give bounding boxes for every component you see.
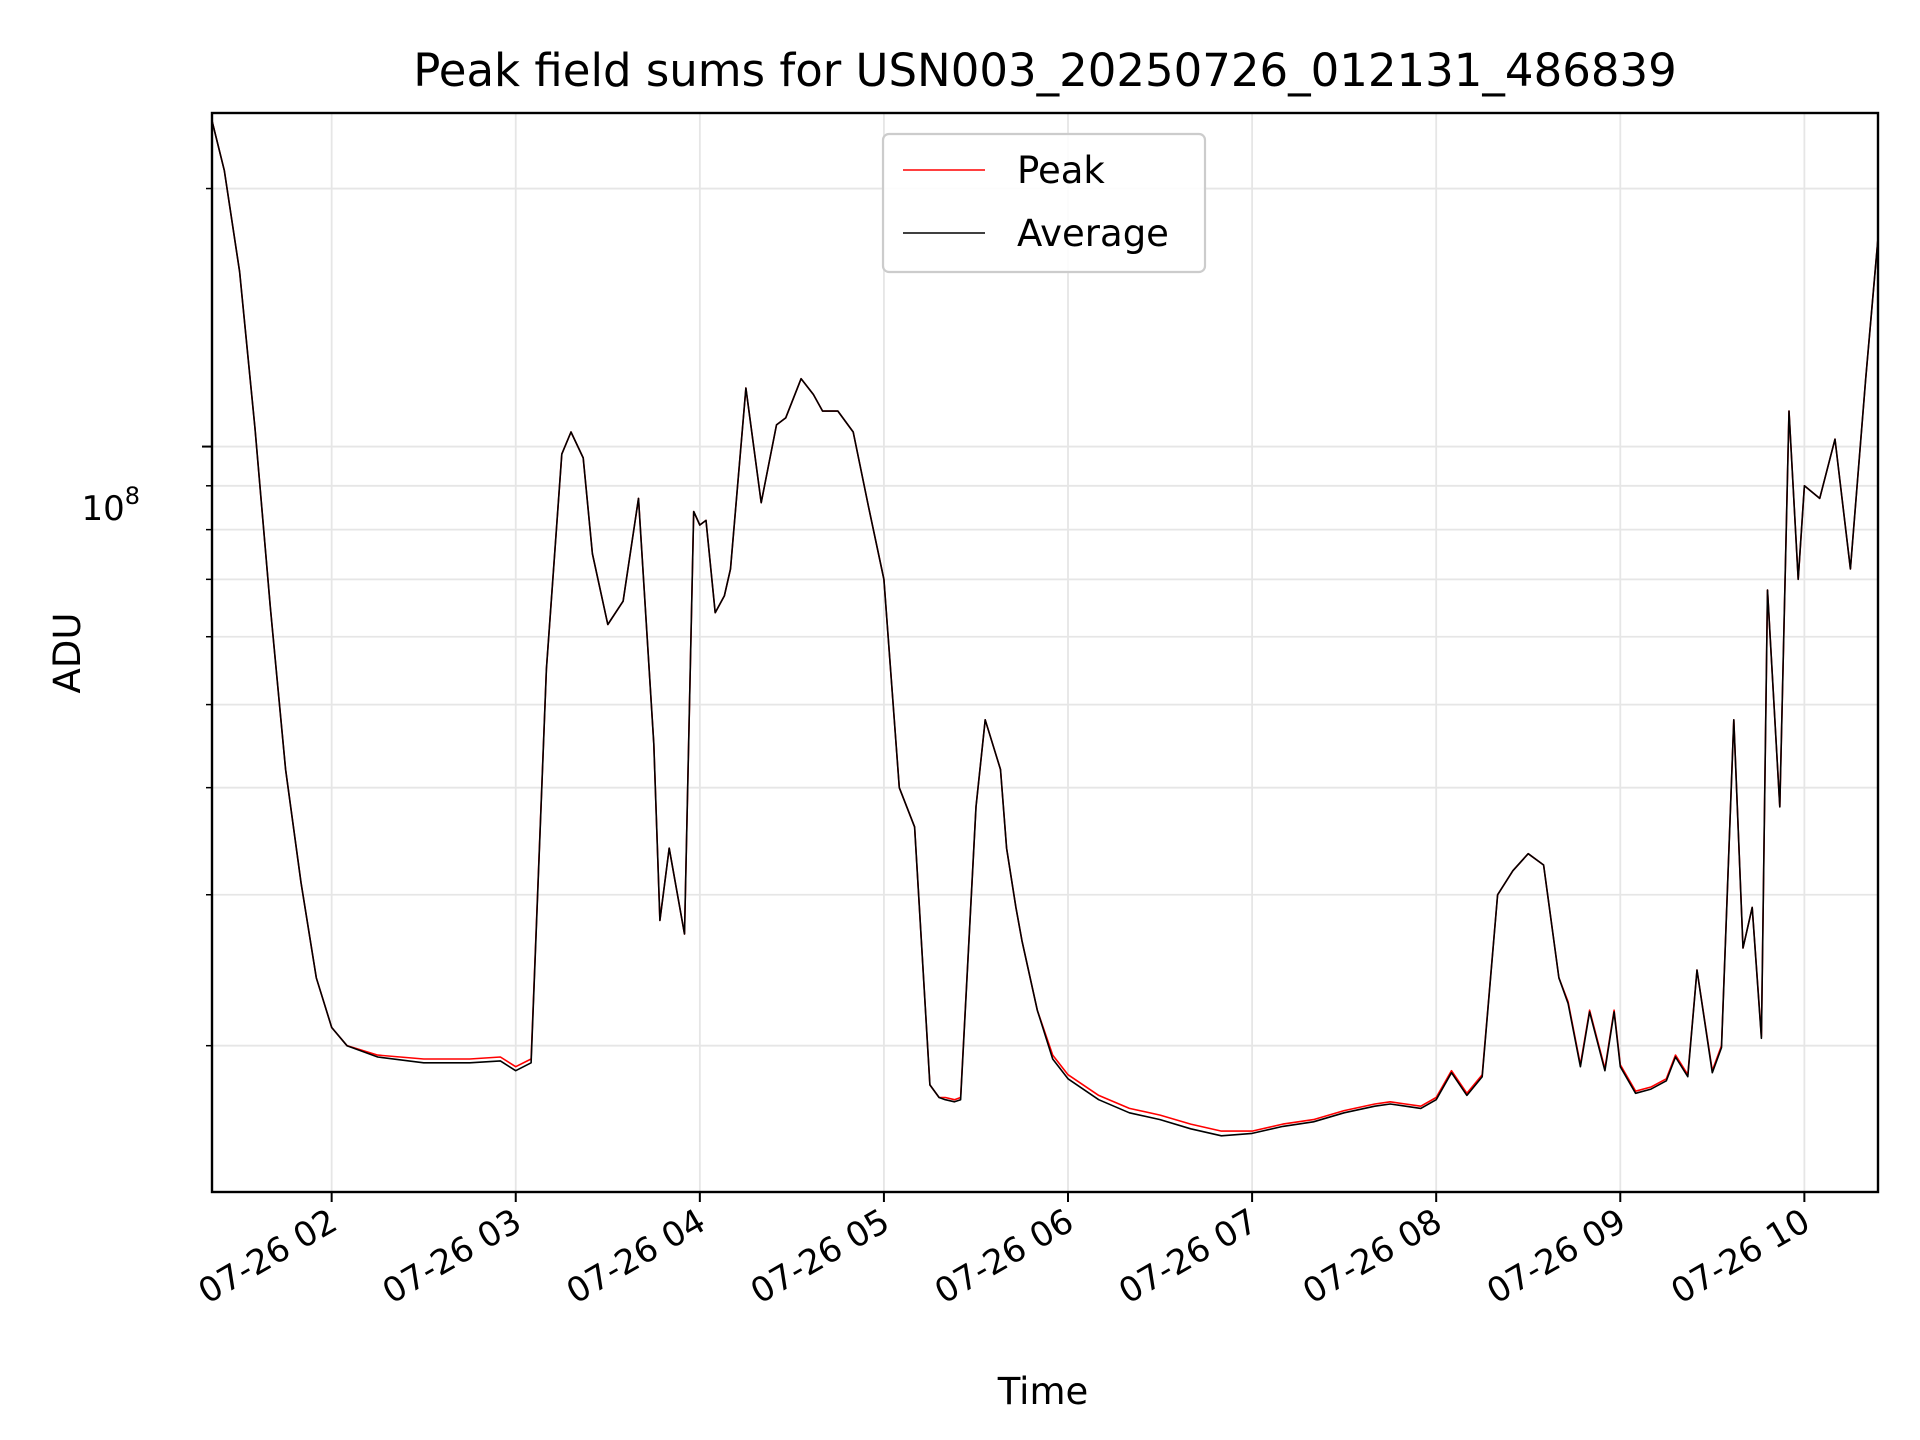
y-axis-label: ADU: [46, 613, 89, 694]
legend: Peak Average: [881, 132, 1207, 274]
legend-label-average: Average: [1017, 212, 1169, 255]
grid-lines: [212, 113, 1878, 1192]
y-tick-exponent: 8: [125, 482, 140, 510]
legend-box: [881, 132, 1207, 274]
svg-text:108: 108: [81, 482, 140, 529]
plot-frame: [210, 111, 1880, 1194]
chart-title: Peak field sums for USN003_20250726_0121…: [413, 44, 1676, 97]
series-line-average: [211, 120, 1879, 1137]
x-axis-label: Time: [997, 1370, 1089, 1413]
y-tick-label-major: 108: [81, 482, 140, 529]
y-tick-base: 10: [81, 489, 124, 529]
series-lines: [211, 120, 1879, 1137]
legend-label-peak: Peak: [1017, 149, 1105, 192]
